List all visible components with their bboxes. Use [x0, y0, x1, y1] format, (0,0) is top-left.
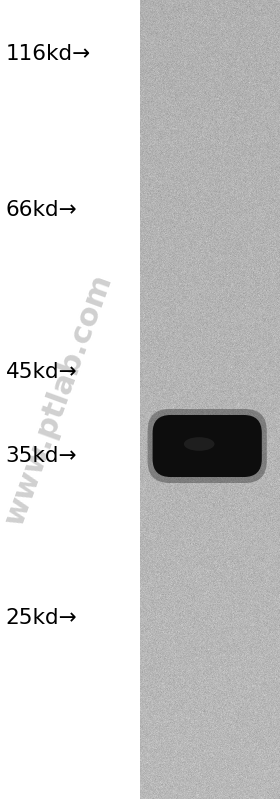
Text: www.ptlab.com: www.ptlab.com	[0, 270, 118, 529]
Text: 66kd→: 66kd→	[6, 200, 77, 220]
FancyBboxPatch shape	[148, 409, 267, 483]
FancyBboxPatch shape	[153, 415, 262, 477]
Text: 25kd→: 25kd→	[6, 608, 77, 628]
Text: 35kd→: 35kd→	[6, 446, 77, 466]
Text: 45kd→: 45kd→	[6, 362, 77, 382]
Ellipse shape	[184, 437, 214, 451]
Text: 116kd→: 116kd→	[6, 44, 91, 64]
